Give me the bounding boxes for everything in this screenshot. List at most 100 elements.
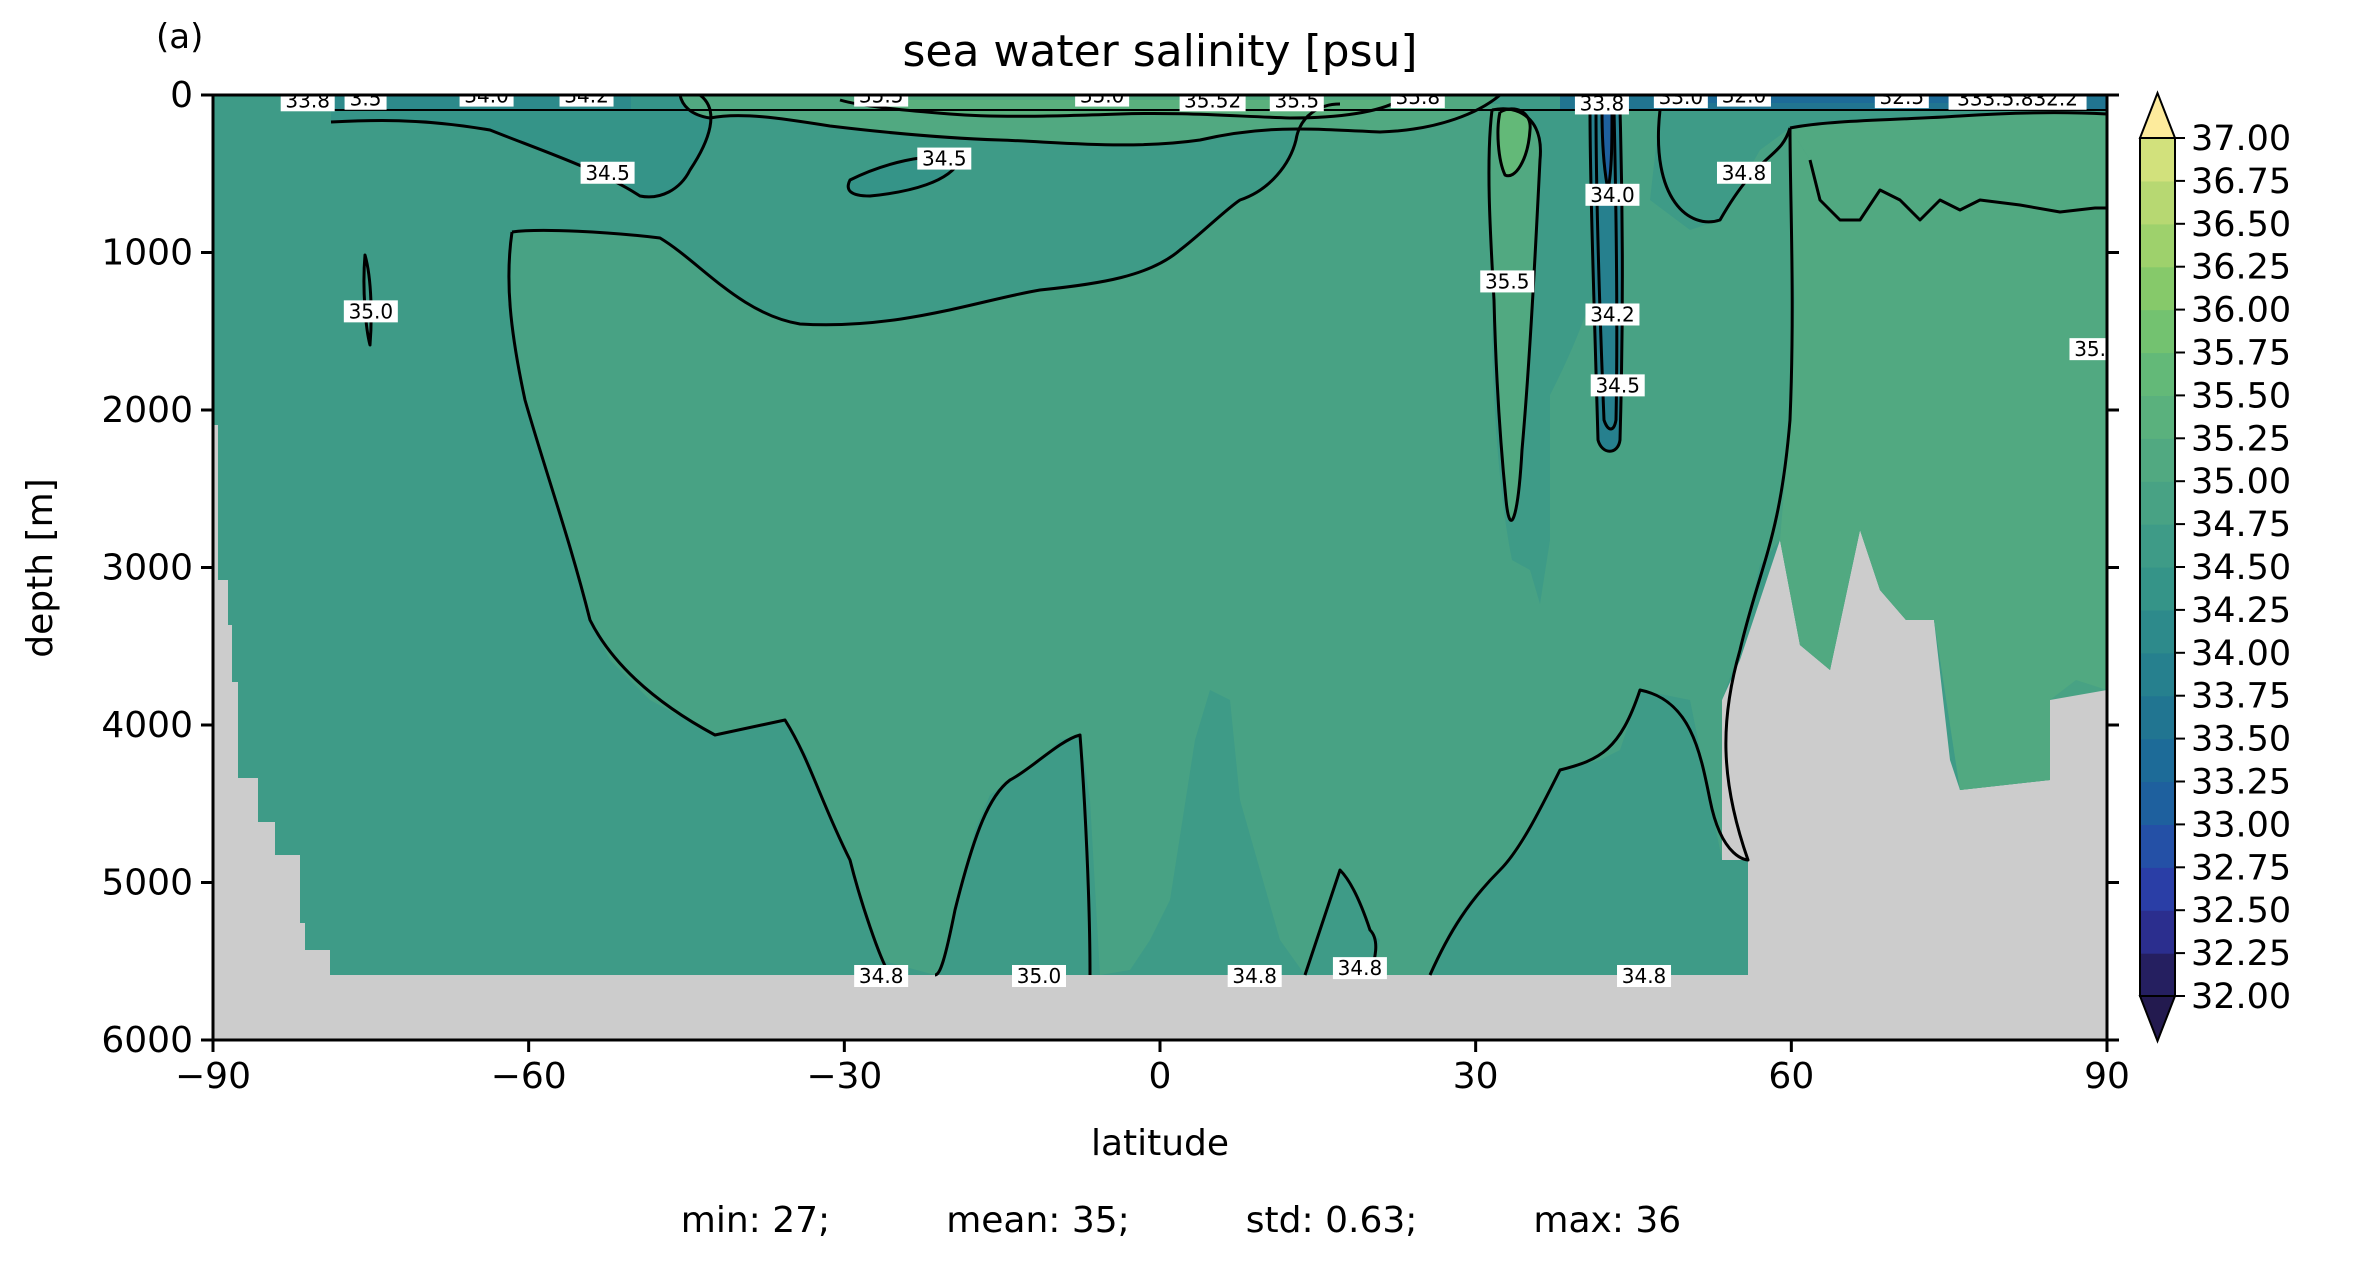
contour-line-fresh-2 [1594,109,1619,431]
colorbar-tick-label: 35.00 [2191,462,2291,502]
colorbar-segment [2140,309,2175,354]
contour-label-bg [1390,95,1445,109]
contour-label: 333.5.832.2 [1957,87,2078,111]
contour-line-34-8-c [1428,127,1794,976]
water-mass-35-00 [510,104,2107,975]
contour-label-bg [1653,95,1708,109]
contour-label-bg [559,95,614,107]
contour-line-med-inner [1496,107,1532,178]
colorbar-tick-label: 36.75 [2191,162,2291,202]
x-tick-label: 0 [1149,1056,1172,1097]
contour-label: 35.0 [1017,964,1062,988]
contour-label-bg [1590,374,1645,397]
contour-line-35-0-west [507,231,892,976]
contour-label: 34.0 [464,84,509,108]
x-axis-ticks: −90 −60 −30 0 30 60 90 [175,1040,2130,1097]
x-axis-label: latitude [1091,1123,1229,1164]
contour-label-bg [1227,965,1282,987]
contour-label: 3.5 [350,87,382,111]
y-tick-label: 2000 [101,390,193,431]
colorbar-segment [2140,352,2175,396]
colorbar-tick-label: 35.75 [2191,334,2291,374]
contour-line-34-8-d [1657,109,1792,224]
colorbar-tick-label: 36.25 [2191,248,2291,288]
contour-line-fresh-1 [1588,109,1624,453]
contour-label-bg [854,965,909,987]
colorbar-segment [2140,738,2175,783]
contour-label-bg [1617,965,1672,987]
contour-label-bg [1332,957,1387,980]
contour-label: 34.8 [1622,964,1667,988]
colorbar-segment [2140,824,2175,868]
contour-line-north-2 [1808,159,2107,222]
contour-label-bg [1011,965,1066,987]
contour-label-bg [1574,95,1629,115]
contour-label-bg [1179,95,1246,112]
contour-label-bg [1075,95,1130,107]
colorbar-segment [2140,953,2175,997]
plot-area: 33.8 3.5 34.0 34.2 34.5 35.0 35.5 35.0 35.52 35.5… [213,84,2119,1040]
stat-max: max: 36 [1533,1200,1682,1241]
colorbar-tick-label: 36.50 [2191,205,2291,245]
contour-line-34-8-east [934,733,1092,977]
contour-labels: 33.8 3.5 34.0 34.2 34.5 35.0 35.5 35.0 35.52 35.5… [280,84,2119,988]
colorbar-tick-label: 32.75 [2191,848,2291,888]
colorbar-extend-max [2138,90,2177,139]
contour-label: 34.5 [922,147,967,171]
colorbar-tick-label: 34.50 [2191,548,2291,588]
contour-label-bg [343,300,398,323]
colorbar-tick-label: 35.25 [2191,419,2291,459]
colorbar-segment [2140,266,2175,311]
contour-line-34-5-eddy [846,155,962,198]
x-tick-label: 30 [1453,1056,1499,1097]
y-tick-label: 0 [170,75,193,116]
contour-label-bg [1480,270,1535,293]
contour-label: 35.5 [2074,337,2119,361]
contour-line-35-0-main [511,102,1341,327]
colorbar-tick-label: 33.25 [2191,763,2291,803]
contour-label-bg [917,147,972,170]
y-axis-label: depth [m] [20,478,61,657]
contour-label: 32.5 [1880,85,1925,109]
contour-label: 35.0 [1080,84,1125,108]
contour-label-bg [854,95,909,107]
contour-label: 34.2 [564,84,609,108]
colorbar-segment [2140,652,2175,697]
water-mass-north-deep [1780,128,2107,790]
colorbar-segment [2140,781,2175,825]
colorbar-tick-label: 32.50 [2191,891,2291,931]
x-tick-label: −90 [175,1056,251,1097]
contour-label: 32.0 [1722,84,1767,108]
colorbar-tick-label: 34.75 [2191,505,2291,545]
contour-label: 33.8 [1580,91,1625,115]
stat-std: std: 0.63; [1245,1200,1418,1241]
contour-label: 34.5 [585,161,630,185]
water-mass-med-core [1497,108,1531,176]
y-tick-label: 3000 [101,548,193,589]
contour-label: 34.5 [1595,373,1640,397]
colorbar-tick-label: 36.00 [2191,291,2291,331]
contour-label-bg [344,95,387,110]
contour-label-bg [280,95,335,112]
contour-label-bg [1874,95,1929,109]
contour-label: 35.8 [1396,85,1441,109]
panel-label: (a) [156,17,203,57]
water-mass-surface-freshest [1700,95,1950,103]
colorbar-segment [2140,223,2175,268]
contour-label-bg [1716,161,1771,184]
contour-line-north [1789,111,2107,130]
colorbar-segment [2140,910,2175,954]
contour-label: 34.2 [1590,303,1635,327]
chart-title: sea water salinity [psu] [902,26,1417,77]
contour-line-35-5 [839,98,1401,120]
colorbar-extend-min [2138,995,2177,1044]
contour-label: 33.8 [285,88,330,112]
colorbar-segment [2140,695,2175,740]
water-mass-north-atlantic [1790,112,2107,220]
contour-label: 35.5 [1275,88,1320,112]
contour-line-west-35 [362,253,373,347]
x-tick-label: −60 [491,1056,567,1097]
contour-label-bg [1585,303,1640,326]
stat-mean: mean: 35; [946,1200,1130,1241]
